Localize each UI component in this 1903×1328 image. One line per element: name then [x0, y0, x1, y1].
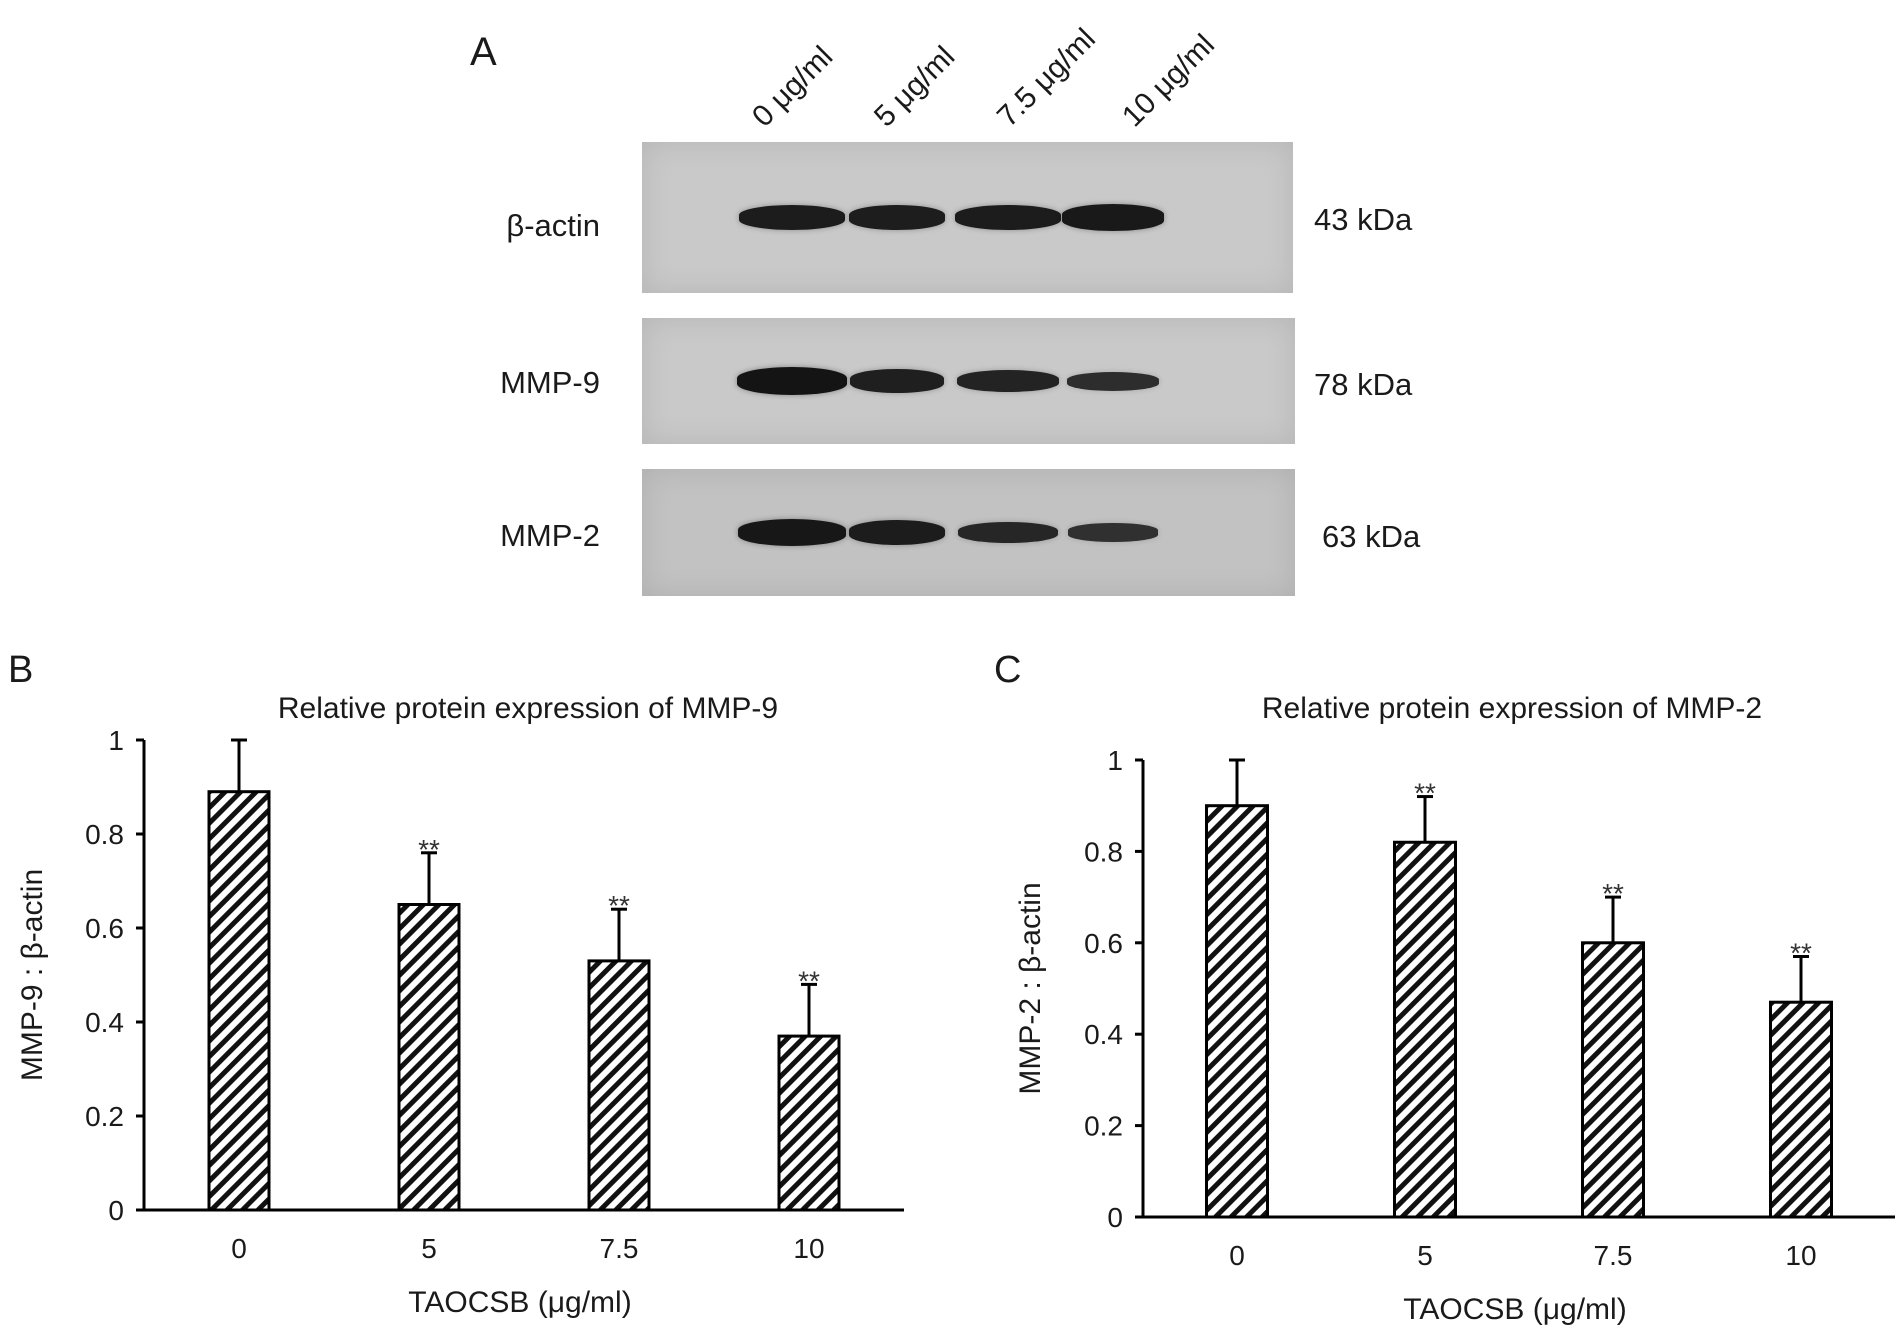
x-tick-label: 7.5	[1594, 1240, 1633, 1271]
chart-title: Relative protein expression of MMP-9	[278, 692, 778, 725]
blot-strip-mmp-9	[642, 318, 1295, 444]
y-tick-label: 1	[108, 725, 124, 756]
y-tick-label: 0	[108, 1195, 124, 1226]
y-tick-label: 0.6	[85, 913, 124, 944]
panel-label-a: A	[470, 30, 497, 74]
y-tick-label: 0.2	[85, 1101, 124, 1132]
lane-label: 0 μg/ml	[745, 39, 840, 134]
blot-band	[849, 368, 945, 393]
y-tick-label: 0.8	[85, 819, 124, 850]
lane-label: 7.5 μg/ml	[990, 22, 1102, 134]
significance-marker: **	[798, 965, 820, 996]
panel-label-c: C	[994, 649, 1021, 691]
blot-strip-mmp-2	[642, 469, 1295, 596]
bar	[397, 903, 461, 1212]
x-tick-label: 5	[1417, 1240, 1433, 1271]
blot-band	[957, 521, 1059, 544]
blot-row-label: MMP-9	[500, 365, 600, 400]
bar	[777, 1034, 841, 1212]
x-tick-label: 5	[421, 1233, 437, 1264]
x-axis-label: TAOCSB (μg/ml)	[408, 1286, 631, 1319]
y-axis-label: MMP-9 : β-actin	[16, 869, 49, 1081]
x-tick-label: 0	[231, 1233, 247, 1264]
y-tick-label: 0	[1107, 1202, 1123, 1233]
bar	[1393, 840, 1457, 1219]
blot-band	[1067, 523, 1159, 542]
blot-band	[848, 519, 946, 546]
kda-label: 43 kDa	[1314, 202, 1413, 237]
x-tick-label: 7.5	[600, 1233, 639, 1264]
kda-label: 78 kDa	[1314, 367, 1413, 402]
bar	[1769, 1000, 1833, 1219]
lane-label: 10 μg/ml	[1115, 28, 1222, 134]
y-tick-label: 0.4	[1084, 1019, 1123, 1050]
kda-label: 63 kDa	[1322, 519, 1421, 554]
y-tick-label: 0.6	[1084, 928, 1123, 959]
y-tick-label: 1	[1107, 745, 1123, 776]
y-tick-label: 0.2	[1084, 1111, 1123, 1142]
blot-strip-beta-actin	[642, 142, 1293, 293]
chart-title: Relative protein expression of MMP-2	[1262, 692, 1762, 725]
x-tick-label: 10	[1785, 1240, 1816, 1271]
blot-row-label: β-actin	[506, 208, 600, 243]
blot-band	[849, 205, 945, 230]
panel-label-b: B	[8, 649, 33, 691]
significance-marker: **	[418, 834, 440, 865]
significance-marker: **	[1602, 878, 1624, 909]
bar-chart-mmp2: C Relative protein expression of MMP-2 0 0.…	[994, 649, 1895, 1326]
bar	[1205, 804, 1269, 1219]
blot-band	[955, 204, 1061, 231]
blot-band	[739, 204, 845, 231]
bar-chart-mmp9: B Relative protein expression of MMP-9 0 0.…	[8, 649, 904, 1319]
bar	[587, 959, 651, 1212]
blot-band	[1067, 371, 1159, 391]
y-tick-label: 0.4	[85, 1007, 124, 1038]
y-tick-label: 0.8	[1084, 836, 1123, 867]
x-tick-label: 10	[793, 1233, 824, 1264]
significance-marker: **	[1790, 938, 1812, 969]
blot-band	[957, 369, 1059, 393]
y-axis-label: MMP-2 : β-actin	[1014, 882, 1047, 1094]
significance-marker: **	[608, 890, 630, 921]
bar	[1581, 941, 1645, 1219]
blot-row-label: MMP-2	[500, 518, 600, 553]
x-tick-label: 0	[1229, 1240, 1245, 1271]
lane-label: 5 μg/ml	[867, 39, 962, 134]
bar	[207, 790, 271, 1212]
blot-band	[737, 367, 847, 395]
blot-band	[737, 518, 847, 547]
x-axis-label: TAOCSB (μg/ml)	[1403, 1293, 1626, 1326]
blot-band	[1061, 204, 1165, 231]
significance-marker: **	[1414, 778, 1436, 809]
